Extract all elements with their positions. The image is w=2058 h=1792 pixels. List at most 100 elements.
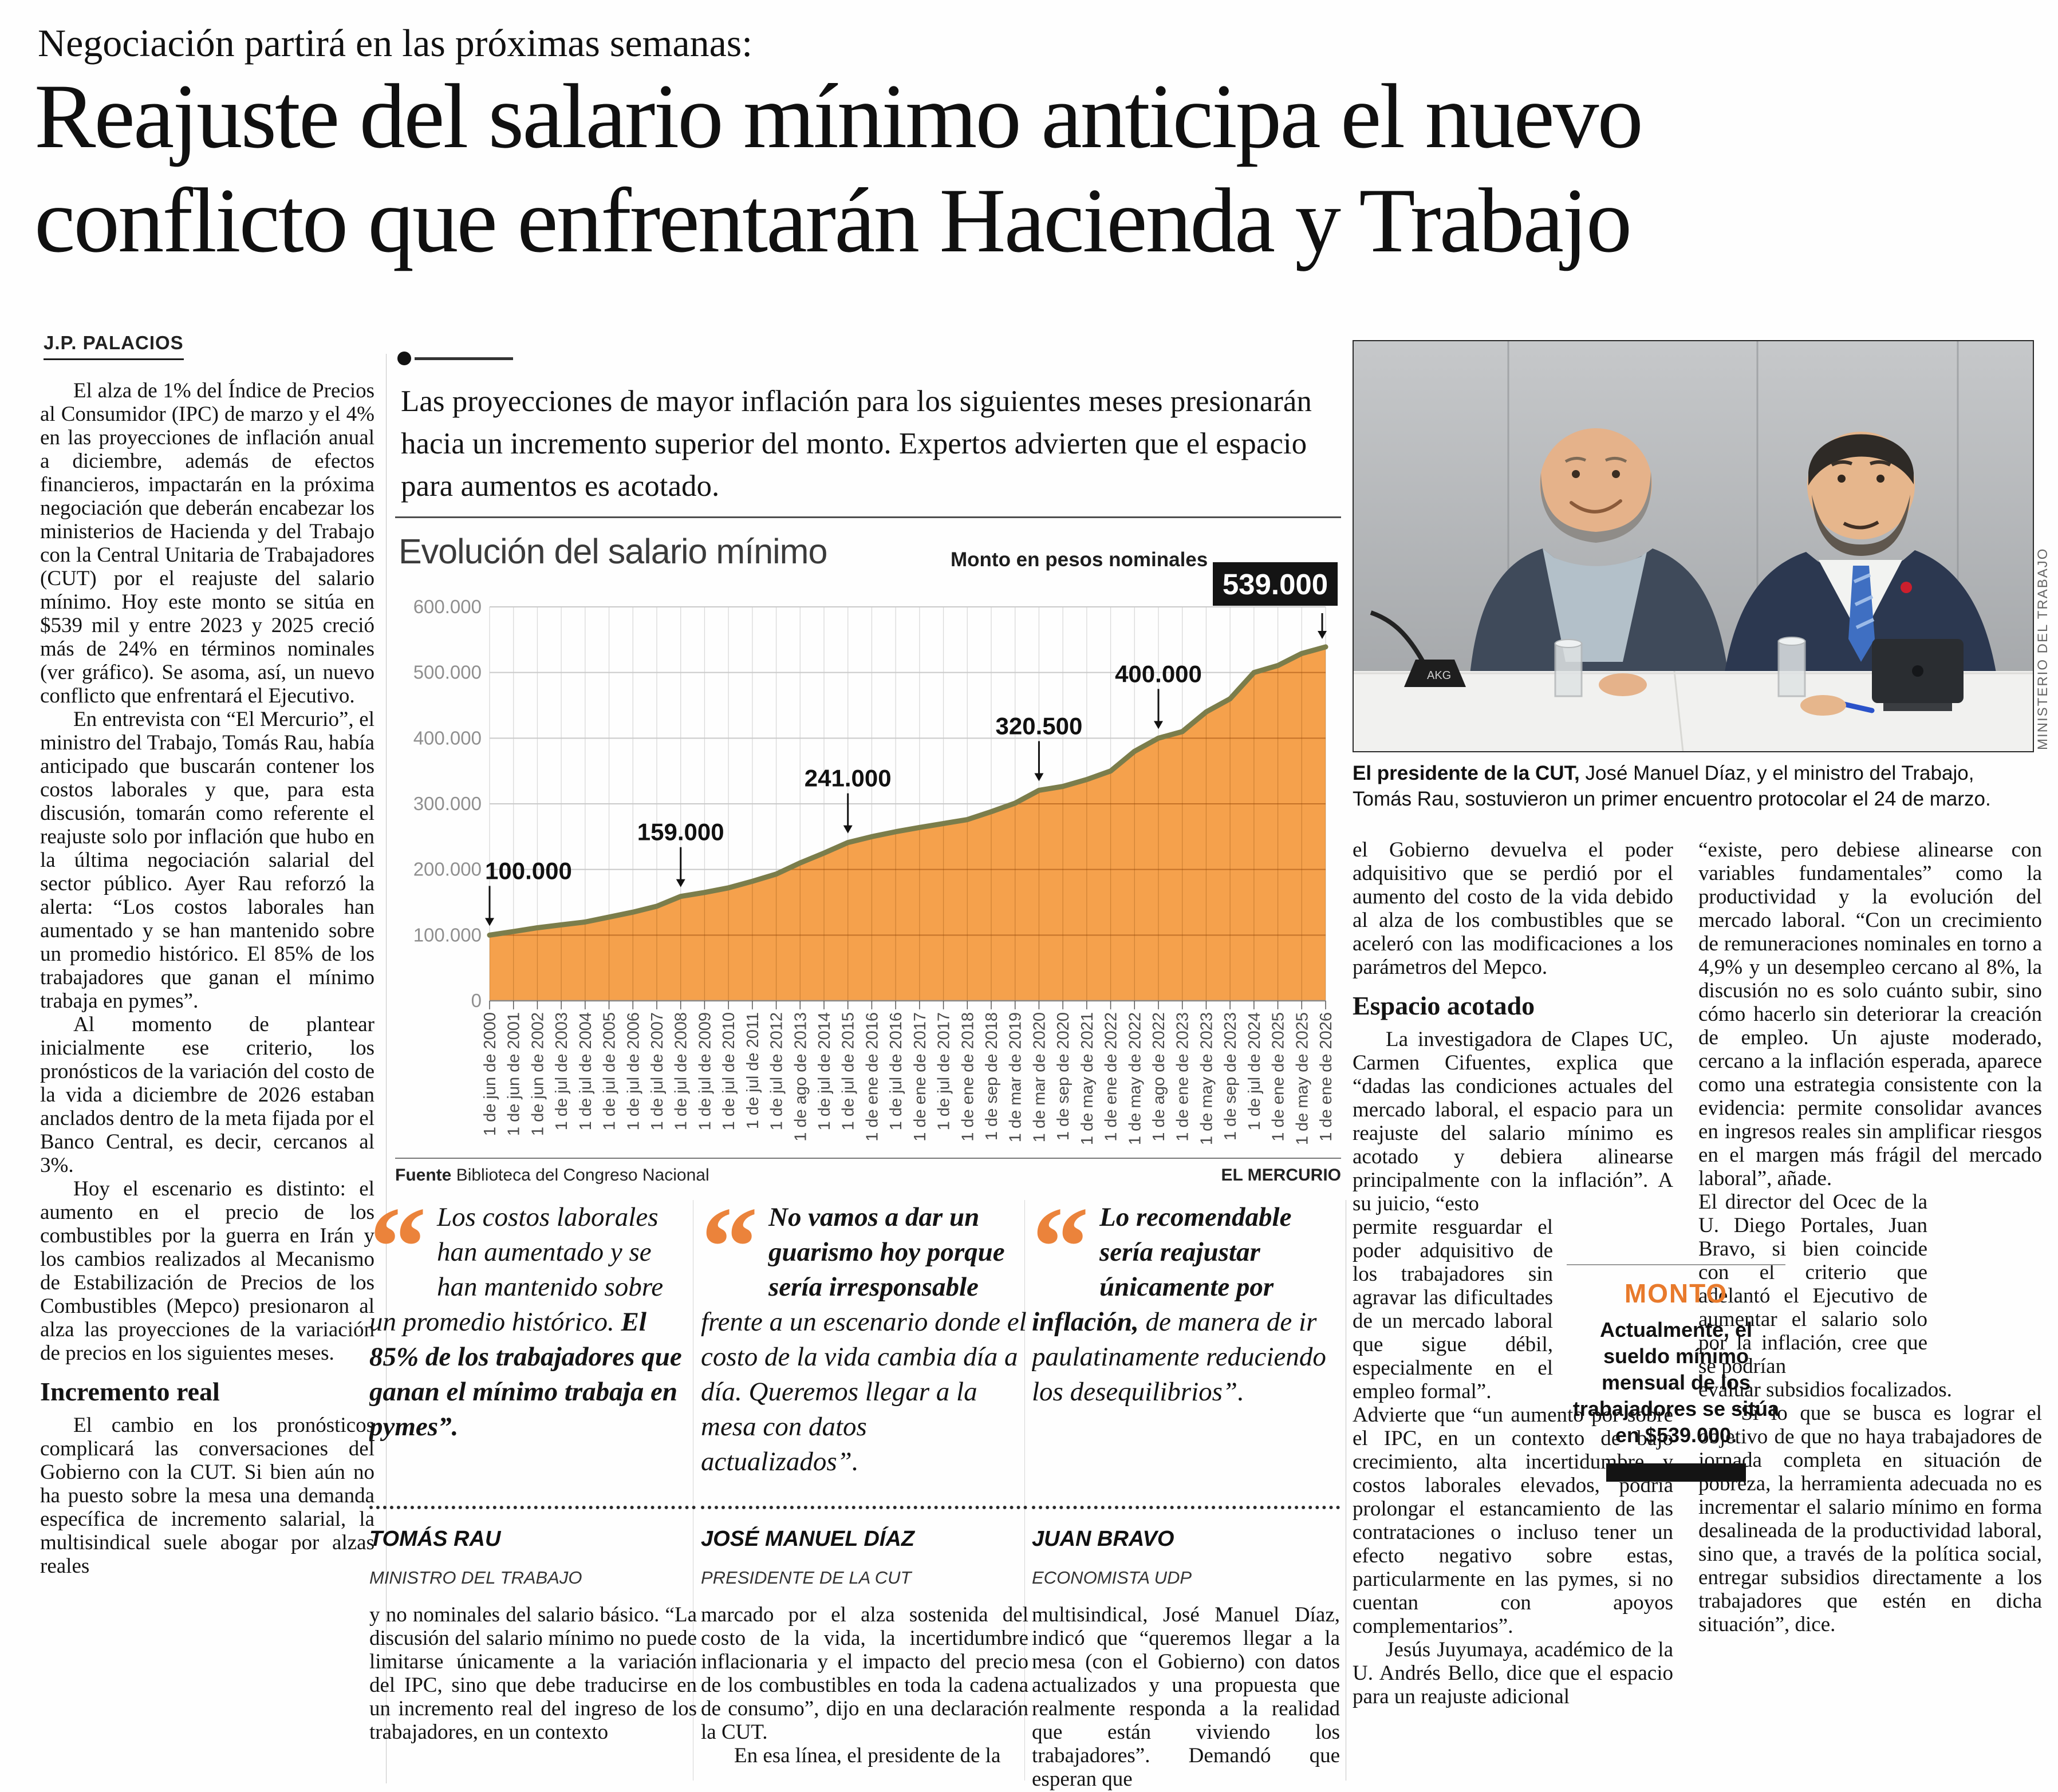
subhead-incremento-real: Incremento real [40, 1377, 220, 1406]
chart-top-rule [395, 516, 1341, 518]
headline-line-2: conflicto que enfrentarán Hacienda y Tra… [34, 169, 1632, 271]
col-d-paragraph-1: el Gobierno devuelva el poder adquisitiv… [1353, 838, 1673, 979]
svg-text:1 de jul de 2014: 1 de jul de 2014 [815, 1012, 834, 1130]
quote-rule [1032, 1506, 1340, 1509]
bottom-c-text: multisindical, José Manuel Díaz, indicó … [1032, 1603, 1340, 1791]
bottom-a-text: y no nominales del salario básico. “La d… [369, 1603, 697, 1744]
svg-text:1 de jul de 2004: 1 de jul de 2004 [577, 1012, 595, 1130]
chart-source: Fuente Biblioteca del Congreso Nacional [395, 1166, 709, 1185]
svg-text:1 de jun de 2002: 1 de jun de 2002 [529, 1012, 547, 1136]
left-paragraph-4: Hoy el escenario es distinto: el aumento… [40, 1177, 374, 1365]
quote-icon: “ [1032, 1200, 1089, 1311]
svg-text:1 de sep de 2020: 1 de sep de 2020 [1054, 1012, 1073, 1140]
chart-title: Evolución del salario mínimo [399, 532, 827, 571]
svg-text:1 de ene de 2017: 1 de ene de 2017 [911, 1012, 929, 1142]
svg-text:1 de jul de 2015: 1 de jul de 2015 [839, 1012, 858, 1130]
column-rule-left [386, 354, 387, 1783]
col-e-paragraph-4: “Si lo que se busca es lograr el objetiv… [1698, 1402, 2042, 1636]
left-paragraph-2: En entrevista con “El Mercurio”, el mini… [40, 708, 374, 1013]
svg-text:1 de may de 2025: 1 de may de 2025 [1293, 1012, 1311, 1145]
kicker: Negociación partirá en las próximas sema… [38, 21, 753, 65]
svg-text:320.500: 320.500 [996, 712, 1083, 739]
svg-text:1 de jul de 2016: 1 de jul de 2016 [887, 1012, 905, 1130]
photo-credit: MINISTERIO DEL TRABAJO [2035, 547, 2051, 750]
svg-text:1 de ago de 2013: 1 de ago de 2013 [791, 1012, 810, 1142]
caption-rest: José Manuel Díaz, y el ministro del Trab… [1353, 762, 1991, 810]
column-rule-q2 [1024, 1200, 1025, 1781]
microphone: AKG [1370, 610, 1466, 687]
quote-text: “Los costos laborales han aumentado y se… [369, 1200, 696, 1502]
svg-text:1 de jul de 2005: 1 de jul de 2005 [601, 1012, 619, 1130]
col-d-paragraph-2a: La investigadora de Clapes UC, Carmen Ci… [1353, 1028, 1673, 1215]
quote-rule [701, 1506, 1027, 1509]
chart-subtitle: Monto en pesos nominales [951, 548, 1208, 571]
quote-name: JOSÉ MANUEL DÍAZ [701, 1527, 915, 1551]
quote-text: “No vamos a dar un guarismo hoy porque s… [701, 1200, 1027, 1502]
photo-caption: El presidente de la CUT, José Manuel Día… [1353, 760, 2035, 812]
caption-lead: El presidente de la CUT, [1353, 762, 1580, 784]
tablet-dock [1872, 639, 1964, 711]
col-e-paragraph-2-narrow: El director del Ocec de la U. Diego Port… [1698, 1190, 1927, 1378]
minimum-wage-area-chart: 0100.000200.000300.000400.000500.000600.… [413, 596, 1335, 1145]
col-e-paragraph-3: evaluar subsidios focalizados. [1698, 1378, 1952, 1402]
left-paragraph-5: El cambio en los pronósticos complicará … [40, 1414, 374, 1578]
left-hand [1599, 673, 1647, 696]
quote-block-rau: “Los costos laborales han aumentado y se… [369, 1200, 696, 1595]
monto-bottom-bar [1606, 1463, 1746, 1482]
svg-text:1 de ene de 2022: 1 de ene de 2022 [1102, 1012, 1121, 1142]
svg-text:1 de ene de 2025: 1 de ene de 2025 [1270, 1012, 1288, 1142]
col-d-paragraph-2c: Advierte que “un aumento por sobre el IP… [1353, 1403, 1673, 1638]
svg-text:100.000: 100.000 [485, 857, 572, 884]
svg-text:1 de ene de 2018: 1 de ene de 2018 [959, 1012, 977, 1142]
quote-block-diaz: “No vamos a dar un guarismo hoy porque s… [701, 1200, 1027, 1595]
quote-bold: Lo recomendable sería reajustar únicamen… [1032, 1202, 1292, 1337]
svg-text:1 de may de 2022: 1 de may de 2022 [1126, 1012, 1144, 1145]
quote-rule [369, 1506, 696, 1509]
col-e-paragraph-1: “existe, pero debiese alinearse con vari… [1698, 838, 2042, 1190]
svg-text:600.000: 600.000 [413, 596, 482, 617]
standfirst: Las proyecciones de mayor inflación para… [401, 385, 1312, 503]
headline: Reajuste del salario mínimo anticipa el … [34, 64, 2033, 273]
chart-credit: EL MERCURIO [1221, 1166, 1341, 1185]
svg-text:1 de may de 2021: 1 de may de 2021 [1078, 1012, 1097, 1145]
photo-illustration: AKG [1354, 341, 2033, 752]
quote-post: frente a un escenario donde el costo de … [701, 1307, 1027, 1477]
svg-text:AKG: AKG [1427, 669, 1451, 682]
source-text: Biblioteca del Congreso Nacional [456, 1166, 709, 1185]
water-glass-left [1554, 639, 1583, 697]
svg-text:1 de jul de 2017: 1 de jul de 2017 [935, 1012, 953, 1130]
quote-name: TOMÁS RAU [369, 1527, 501, 1551]
standfirst-rule [415, 357, 513, 360]
svg-text:1 de jun de 2000: 1 de jun de 2000 [481, 1012, 499, 1136]
monto-text: Actualmente, el sueldo mínimo mensual de… [1572, 1318, 1780, 1447]
quote-post: de manera de ir paulatinamente reduciend… [1032, 1307, 1326, 1407]
monto-top-rule [1567, 1264, 1785, 1265]
svg-text:1 de jul de 2008: 1 de jul de 2008 [672, 1012, 691, 1130]
left-paragraph-3: Al momento de plantear inicialmente ese … [40, 1013, 374, 1177]
standfirst-bullet [397, 352, 411, 365]
bottom-b-text-2: En esa línea, el presidente de la [734, 1744, 1001, 1767]
left-column: El alza de 1% del Índice de Precios al C… [40, 379, 374, 1578]
svg-text:1 de jul de 2010: 1 de jul de 2010 [720, 1012, 738, 1130]
byline: J.P. PALACIOS [44, 332, 184, 360]
svg-text:1 de jun de 2001: 1 de jun de 2001 [505, 1012, 523, 1136]
subhead-espacio-acotado: Espacio acotado [1353, 991, 1535, 1020]
monto-title: MONTO [1624, 1278, 1728, 1308]
quote-name: JUAN BRAVO [1032, 1527, 1174, 1551]
chart-source-rule [395, 1158, 1341, 1159]
svg-text:1 de jul de 2011: 1 de jul de 2011 [744, 1012, 762, 1129]
source-label: Fuente [395, 1166, 452, 1185]
svg-text:200.000: 200.000 [413, 859, 482, 880]
right-hand [1800, 695, 1846, 716]
column-e: “existe, pero debiese alinearse con vari… [1698, 838, 2042, 1636]
quote-role: MINISTRO DEL TRABAJO [369, 1568, 582, 1588]
quote-role: ECONOMISTA UDP [1032, 1568, 1192, 1588]
column-d: el Gobierno devuelva el poder adquisitiv… [1353, 838, 1673, 1708]
svg-text:1 de jul de 2024: 1 de jul de 2024 [1245, 1012, 1264, 1130]
svg-text:400.000: 400.000 [413, 727, 482, 748]
quote-bold: El 85% de los trabajadores que ganan el … [369, 1307, 682, 1442]
photo: AKG [1353, 340, 2034, 752]
svg-text:1 de mar de 2020: 1 de mar de 2020 [1030, 1012, 1048, 1142]
svg-text:300.000: 300.000 [413, 793, 482, 814]
